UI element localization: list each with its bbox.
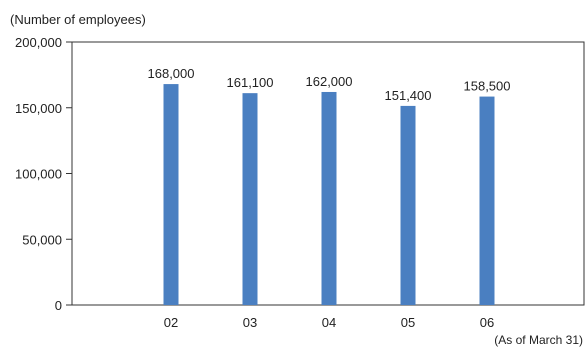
bar-04 [321, 91, 337, 305]
y-tick-label: 100,000 [15, 167, 62, 182]
data-label-06: 158,500 [464, 79, 511, 94]
x-tick-label-02: 02 [164, 315, 178, 330]
y-tick-label: 50,000 [22, 232, 62, 247]
x-tick-label-05: 05 [401, 315, 415, 330]
x-tick-label-04: 04 [322, 315, 336, 330]
x-tick-label-03: 03 [243, 315, 257, 330]
y-tick-label: 150,000 [15, 101, 62, 116]
as-of-note: (As of March 31) [494, 333, 583, 347]
data-label-05: 151,400 [385, 88, 432, 103]
bar-02 [163, 84, 179, 305]
y-axis-label: (Number of employees) [10, 12, 146, 27]
bar-05 [400, 105, 416, 305]
x-axis-ticks: 02 03 04 05 06 [164, 315, 494, 330]
y-axis-ticks: 0 50,000 100,000 150,000 200,000 [15, 35, 72, 313]
data-label-03: 161,100 [227, 75, 274, 90]
bar-03 [242, 93, 258, 305]
data-label-02: 168,000 [148, 66, 195, 81]
data-label-04: 162,000 [306, 74, 353, 89]
bar-06 [479, 96, 495, 305]
y-tick-label: 0 [55, 298, 62, 313]
bars: 168,000 161,100 162,000 151,400 158,500 [148, 66, 511, 305]
x-tick-label-06: 06 [480, 315, 494, 330]
y-tick-label: 200,000 [15, 35, 62, 50]
